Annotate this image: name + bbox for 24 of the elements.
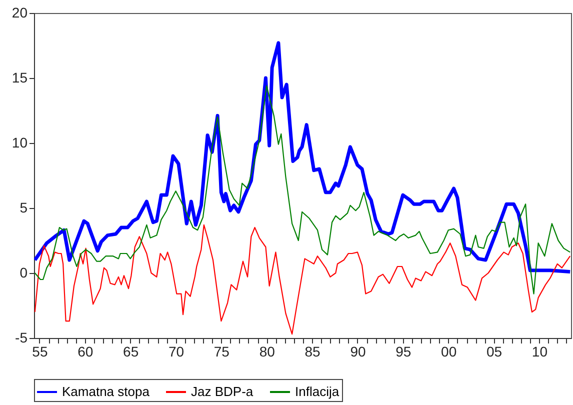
x-tick-label: 10 [532,344,548,360]
y-tick-label: 5 [20,200,28,216]
y-tick-label: 10 [12,134,28,150]
line-series [34,224,571,335]
x-tick-label: 05 [486,344,502,360]
x-tick-label: 00 [441,344,457,360]
x-tick-label: 95 [396,344,412,360]
legend-label: Jaz BDP-a [191,384,254,399]
line-series [34,41,571,274]
x-tick-label: 75 [214,344,230,360]
x-tick-label: 60 [78,344,94,360]
x-tick-label: 90 [350,344,366,360]
x-tick-label: 55 [32,344,48,360]
y-tick-label: 20 [12,4,28,20]
y-tick-label: -5 [15,330,28,346]
line-series [34,85,571,294]
x-tick-label: 85 [304,344,321,360]
legend-label: Kamatna stopa [62,384,150,399]
y-tick-label: 15 [12,70,28,86]
legend-label: Inflacija [295,384,340,399]
x-tick-label: 70 [168,344,184,360]
x-tick-label: 80 [259,344,276,360]
x-tick-label: 65 [123,344,139,360]
y-tick-label: 0 [20,264,28,280]
